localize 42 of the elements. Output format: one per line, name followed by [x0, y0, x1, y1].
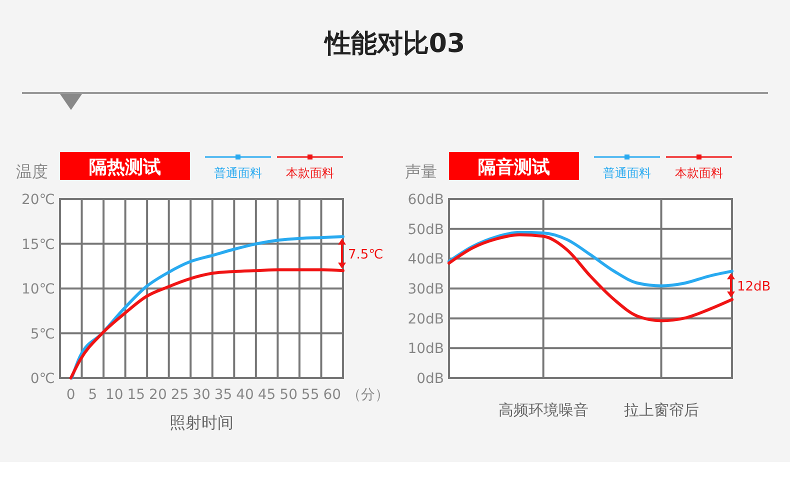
- text: 性能对比03: [322, 29, 466, 59]
- x-tick-label: 55: [301, 387, 320, 403]
- x-tick-label: 60: [323, 387, 342, 403]
- chart-title: 隔热测试: [89, 157, 161, 178]
- x-tick-label: 35: [214, 387, 232, 403]
- x-tick-label: 10: [106, 387, 124, 403]
- y-axis-title: 温度: [16, 162, 48, 181]
- x-tick-label: 15: [127, 387, 146, 403]
- x-tick-label: 拉上窗帘后: [624, 401, 699, 419]
- text: 12dB: [737, 279, 771, 294]
- y-tick-label: 30dB: [408, 282, 444, 298]
- text: （分）: [347, 387, 389, 403]
- line-series: [69, 268, 344, 380]
- x-tick-label: 40: [236, 387, 254, 403]
- legend-label: 普通面料: [214, 166, 262, 180]
- y-axis-title: 声量: [405, 162, 437, 181]
- x-tick-label: 0: [66, 387, 76, 403]
- y-tick-label: 0dB: [416, 371, 444, 387]
- y-tick-label: 50dB: [408, 222, 444, 238]
- y-tick-label: 40dB: [408, 252, 444, 268]
- x-tick-label: 25: [170, 387, 189, 403]
- y-tick-label: 10dB: [408, 341, 444, 358]
- chart-title: 隔音测试: [478, 157, 550, 178]
- legend-label: 本款面料: [286, 166, 334, 180]
- x-tick-label: 5: [88, 387, 98, 403]
- y-tick-label: 5℃: [30, 326, 55, 342]
- x-tick-label: 50: [280, 387, 298, 403]
- y-tick-label: 10℃: [21, 282, 55, 298]
- x-axis-title: 照射时间: [170, 413, 234, 432]
- legend-label: 本款面料: [675, 166, 723, 180]
- y-tick-label: 15℃: [21, 236, 55, 253]
- line-series: [448, 233, 734, 322]
- y-tick-label: 60dB: [408, 192, 444, 208]
- y-tick-label: 20℃: [21, 192, 55, 208]
- text: 7.5℃: [348, 248, 384, 263]
- x-tick-label: 45: [258, 387, 276, 403]
- x-tick-label: 20: [149, 387, 167, 403]
- x-tick-label: 高频环境噪音: [498, 401, 588, 419]
- legend-label: 普通面料: [603, 166, 651, 180]
- x-tick-label: 30: [192, 387, 210, 403]
- y-tick-label: 0℃: [30, 371, 55, 387]
- y-tick-label: 20dB: [408, 311, 444, 328]
